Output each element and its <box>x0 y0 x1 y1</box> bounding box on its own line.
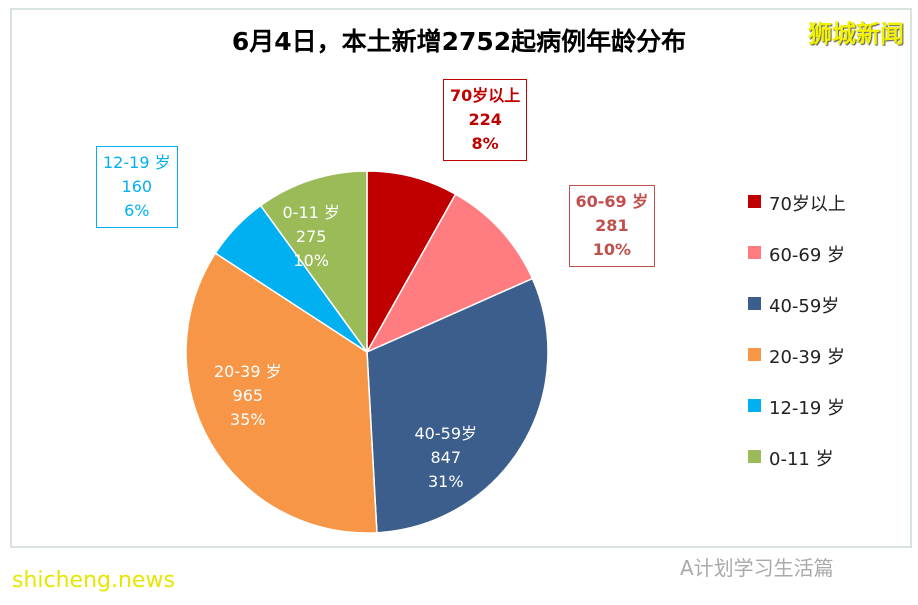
legend-item: 0-11 岁 <box>748 445 846 496</box>
legend-label: 12-19 岁 <box>769 398 846 419</box>
wechat-source: A计划学习生活篇 <box>680 556 834 580</box>
data-label: 12-19 岁 160 6% <box>96 146 178 228</box>
label-value: 847 <box>430 448 462 467</box>
label-percent: 35% <box>230 410 266 429</box>
label-percent: 31% <box>427 472 464 491</box>
legend-label: 40-59岁 <box>769 296 840 317</box>
data-label: 40-59岁 847 31% <box>415 422 478 494</box>
data-label: 60-69 岁 281 10% <box>568 185 656 267</box>
chart-frame <box>10 8 912 548</box>
legend-item: 60-69 岁 <box>748 241 846 292</box>
label-label: 12-19 岁 <box>103 153 171 172</box>
label-percent: 6% <box>124 201 150 220</box>
legend-label: 70岁以上 <box>769 194 846 215</box>
label-label: 70岁以上 <box>450 86 521 105</box>
data-label: 70岁以上 224 8% <box>443 79 528 161</box>
label-value: 965 <box>232 386 264 405</box>
watermark: shicheng.news <box>12 568 175 593</box>
brand-logo: 狮城新闻 <box>808 20 904 48</box>
pie-slice <box>366 170 457 355</box>
legend-label: 20-39 岁 <box>769 347 846 368</box>
label-label: 40-59岁 <box>414 424 478 443</box>
pie-slice <box>366 277 549 534</box>
legend-item: 40-59岁 <box>748 292 846 343</box>
data-label: 20-39 岁 965 35% <box>214 360 282 432</box>
legend-swatch <box>748 399 761 412</box>
pie-slice <box>185 252 378 534</box>
legend-item: 12-19 岁 <box>748 394 846 445</box>
label-label: 60-69 岁 <box>575 192 649 211</box>
label-percent: 10% <box>592 240 632 259</box>
label-value: 281 <box>595 216 629 235</box>
legend-swatch <box>748 297 761 310</box>
legend-swatch <box>748 246 761 259</box>
data-label: 0-11 岁 275 10% <box>283 201 340 273</box>
legend-item: 70岁以上 <box>748 190 846 241</box>
label-percent: 10% <box>293 251 329 270</box>
label-label: 0-11 岁 <box>282 203 340 222</box>
pie-slice <box>365 193 534 354</box>
legend-swatch <box>748 195 761 208</box>
label-value: 160 <box>121 177 153 196</box>
label-value: 275 <box>295 227 327 246</box>
label-percent: 8% <box>471 134 499 153</box>
pie-slice <box>259 170 368 355</box>
label-label: 20-39 岁 <box>214 362 282 381</box>
legend-label: 60-69 岁 <box>769 245 846 266</box>
label-value: 224 <box>468 110 502 129</box>
legend-label: 0-11 岁 <box>769 449 834 470</box>
legend-swatch <box>748 348 761 361</box>
legend-item: 20-39 岁 <box>748 343 846 394</box>
chart-title: 6月4日，本土新增2752起病例年龄分布 <box>231 27 687 56</box>
legend-swatch <box>748 450 761 463</box>
legend: 70岁以上 60-69 岁 40-59岁 20-39 岁 12-19 岁 0-11 岁 <box>748 190 846 496</box>
